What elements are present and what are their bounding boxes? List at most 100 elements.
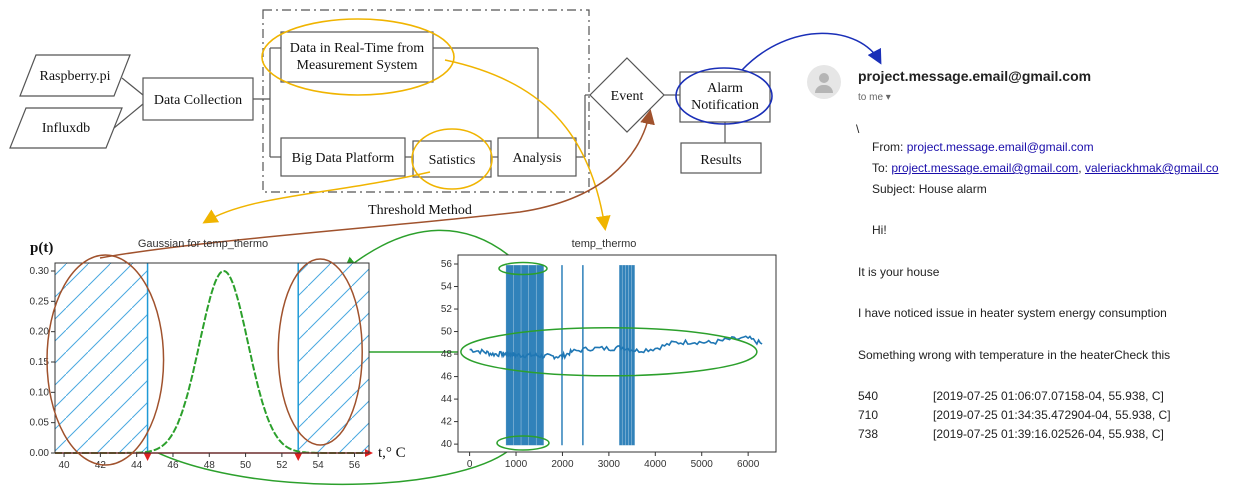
y-tick-label: 40	[441, 439, 453, 450]
to-line: To: project.message.email@gmail.com, val…	[872, 161, 1219, 175]
log-index: 738	[858, 427, 879, 441]
to-separator: ,	[1078, 161, 1082, 175]
from-label: From:	[872, 140, 904, 154]
log-message: [2019-07-25 01:39:16.02526-04, 55.938, C…	[933, 427, 1164, 441]
log-message: [2019-07-25 01:06:07.07158-04, 55.938, C…	[933, 389, 1164, 403]
x-tick-label: 50	[240, 460, 252, 471]
backslash-mark: \	[856, 122, 860, 136]
data-collection-box	[142, 77, 254, 121]
avatar	[807, 65, 841, 99]
recipient-summary[interactable]: to me ▾	[858, 92, 891, 103]
x-tick-label: 56	[349, 460, 361, 471]
to-label: To:	[872, 161, 889, 175]
normal-range-ellipse	[460, 327, 758, 377]
y-tick-label: 0.05	[30, 418, 50, 429]
x-tick-label: 2000	[551, 459, 574, 470]
alarm-highlight	[675, 67, 773, 125]
log-message: [2019-07-25 01:34:35.472904-04, 55.938, …	[933, 408, 1171, 422]
to-address-link-1[interactable]: project.message.email@gmail.com	[891, 161, 1079, 175]
y-tick-label: 44	[441, 394, 453, 405]
y-tick-label: 0.15	[30, 357, 50, 368]
gaussian-title: Gaussian for temp_thermo	[138, 238, 268, 250]
alarm-label-1: Alarm	[707, 81, 743, 96]
green-arrow-top	[342, 229, 521, 272]
brown-arrow	[99, 109, 655, 259]
statistics-highlight	[411, 128, 493, 190]
gaussian-chart: 40 42 44 46 48 50 52 54 56 0.00 0.05 0.10 0.15 0.20 0.…	[30, 254, 373, 471]
x-tick-label: 42	[95, 460, 107, 471]
threshold-marker	[143, 453, 152, 461]
statistics-label: Satistics	[429, 153, 476, 168]
analysis-label: Analysis	[513, 151, 562, 166]
sender-address[interactable]: project.message.email@gmail.com	[858, 68, 1092, 84]
alarm-label-2: Notification	[691, 98, 759, 113]
avatar-head	[819, 73, 829, 83]
blue-arrow	[741, 32, 882, 71]
from-address-link[interactable]: project.message.email@gmail.com	[906, 140, 1094, 154]
green-arrow-bottom	[122, 429, 519, 485]
yellow-arrow-left	[202, 171, 431, 224]
analysis-box	[497, 137, 577, 177]
event-label: Event	[611, 89, 644, 104]
y-tick-label: 42	[441, 417, 453, 428]
y-tick-label: 56	[441, 259, 453, 270]
to-me-text: to me	[858, 92, 884, 103]
statistics-box	[412, 140, 492, 178]
threshold-marker	[294, 453, 303, 461]
x-tick-label: 6000	[737, 459, 760, 470]
x-tick-label: 1000	[505, 459, 528, 470]
temp-thermo-title: temp_thermo	[572, 238, 637, 250]
chevron-down-icon[interactable]: ▾	[885, 92, 891, 103]
x-tick-label: 3000	[598, 459, 621, 470]
y-tick-label: 0.25	[30, 296, 50, 307]
plot-frame	[457, 254, 777, 453]
greeting-line: Hi!	[872, 223, 887, 237]
data-collection-label: Data Collection	[154, 93, 242, 108]
top-peaks-ellipse	[498, 261, 548, 276]
temp-thermo-chart: 0 1000 2000 3000 4000 5000 6000 40 42 44 46 48 50 52 5…	[441, 254, 777, 470]
bottom-peaks-ellipse	[496, 435, 550, 451]
x-tick-label: 52	[276, 460, 288, 471]
x-tick-label: 0	[467, 459, 473, 470]
results-box	[680, 142, 762, 174]
y-tick-label: 0.30	[30, 266, 50, 277]
x-tick-label: 40	[59, 460, 71, 471]
avatar-body	[815, 85, 833, 93]
y-tick-label: 0.00	[30, 448, 50, 459]
x-tick-label: 4000	[644, 459, 667, 470]
threshold-method-box	[262, 9, 590, 193]
email-panel: project.message.email@gmail.com to me ▾ …	[800, 0, 1241, 493]
x-tick-label: 48	[204, 460, 216, 471]
raspberry-shape	[19, 54, 131, 97]
gaussian-ylabel: p(t)	[30, 240, 53, 256]
log-index: 540	[858, 389, 879, 403]
influx-shape	[9, 107, 123, 149]
upper-tail-ellipse	[277, 258, 363, 446]
lower-tail-region	[55, 263, 148, 453]
realtime-box	[280, 31, 434, 83]
body-line-3: Something wrong with temperature in the …	[858, 348, 1171, 362]
lower-tail-ellipse	[46, 254, 165, 466]
from-line: From: project.message.email@gmail.com	[872, 140, 1094, 154]
y-tick-label: 0.10	[30, 387, 50, 398]
plot-frame	[54, 262, 370, 454]
realtime-highlight	[261, 18, 455, 96]
alarm-box	[679, 71, 771, 123]
body-line-2: I have noticed issue in heater system en…	[858, 306, 1167, 320]
log-index: 710	[858, 408, 879, 422]
upper-tail-region	[298, 263, 369, 453]
threshold-label: Threshold Method	[368, 203, 472, 218]
body-line-1: It is your house	[858, 265, 940, 279]
oscillation-band	[619, 265, 635, 446]
results-label: Results	[700, 153, 741, 168]
y-tick-label: 52	[441, 304, 453, 315]
to-address-link-2[interactable]: valeriackhmak@gmail.co	[1084, 161, 1219, 175]
y-tick-label: 50	[441, 327, 453, 338]
raspberry-label: Raspberry.pi	[39, 69, 110, 84]
yellow-arrow-right	[444, 59, 611, 231]
subject-line: Subject: House alarm	[872, 182, 987, 196]
realtime-label-2: Measurement System	[297, 58, 418, 73]
x-tick-label: 46	[167, 460, 179, 471]
bigdata-label: Big Data Platform	[292, 151, 395, 166]
